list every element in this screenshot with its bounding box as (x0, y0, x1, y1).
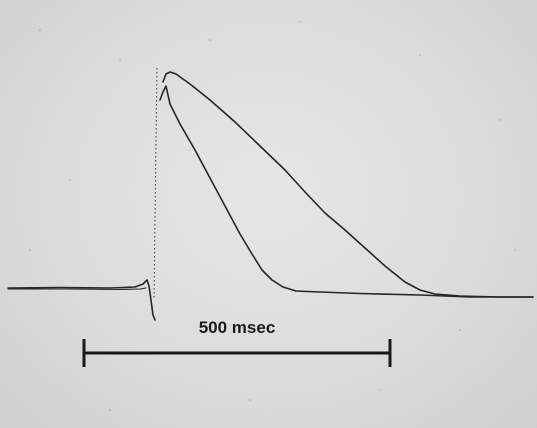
baseline-left-trace (7, 279, 156, 321)
stimulus-artifact (153, 67, 158, 301)
fast-response-trace (159, 85, 534, 298)
scale-bar: 500 msec (82, 318, 392, 367)
scale-bar-label: 500 msec (199, 318, 276, 337)
slow-response-trace (162, 71, 534, 298)
background-noise (29, 21, 516, 411)
baseline-left-trace-2 (7, 287, 147, 291)
